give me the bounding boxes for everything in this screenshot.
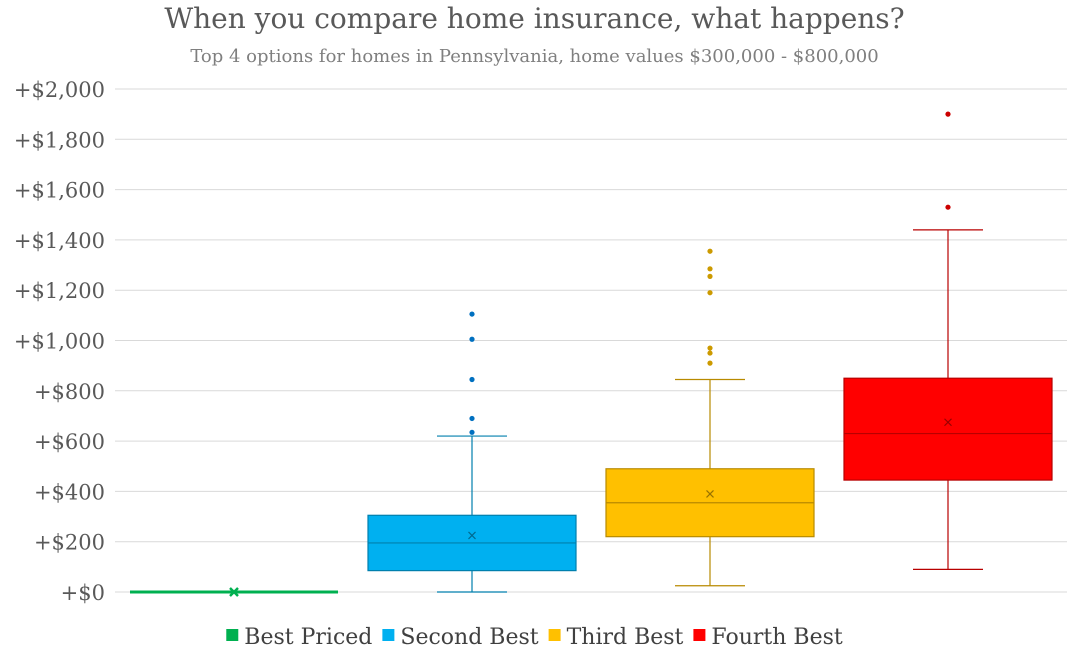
outlier-point (945, 204, 951, 210)
outlier-point (945, 111, 951, 117)
y-tick-label: +$1,400 (14, 229, 105, 253)
y-tick-label: +$1,600 (14, 179, 105, 203)
legend-swatch (693, 629, 706, 641)
mean-marker (944, 418, 952, 427)
y-tick-label: +$200 (34, 531, 105, 555)
legend-swatch (226, 629, 239, 641)
outlier-point (707, 345, 713, 351)
outlier-point (469, 376, 475, 383)
legend-swatch (548, 629, 561, 641)
outlier-point (469, 336, 475, 342)
outlier-point (469, 311, 475, 317)
mean-marker (706, 489, 714, 498)
y-tick-label: +$1,200 (14, 279, 105, 303)
legend-label: Second Best (400, 625, 538, 650)
legend-label: Best Priced (244, 625, 372, 650)
box (843, 377, 1053, 481)
mean-marker (229, 587, 239, 597)
legend-label: Third Best (567, 625, 684, 650)
y-tick-label: +$600 (34, 430, 105, 454)
y-tick-label: +$2,000 (14, 78, 105, 102)
outlier-point (707, 360, 713, 366)
y-tick-label: +$400 (34, 480, 105, 504)
outlier-point (707, 273, 713, 279)
outlier-point (707, 350, 713, 356)
chart-subtitle: Top 4 options for homes in Pennsylvania,… (190, 46, 879, 67)
y-tick-label: +$0 (61, 581, 105, 605)
outlier-point (707, 266, 713, 272)
outlier-point (469, 415, 475, 422)
y-tick-label: +$1,000 (14, 330, 105, 354)
y-tick-label: +$800 (34, 380, 105, 404)
outlier-point (469, 429, 475, 435)
mean-marker (468, 531, 476, 540)
outlier-point (707, 248, 713, 254)
chart-title: When you compare home insurance, what ha… (164, 2, 905, 35)
legend-label: Fourth Best (711, 625, 842, 650)
legend-swatch (382, 629, 395, 641)
outlier-point (707, 290, 713, 296)
y-tick-label: +$1,800 (14, 128, 105, 152)
